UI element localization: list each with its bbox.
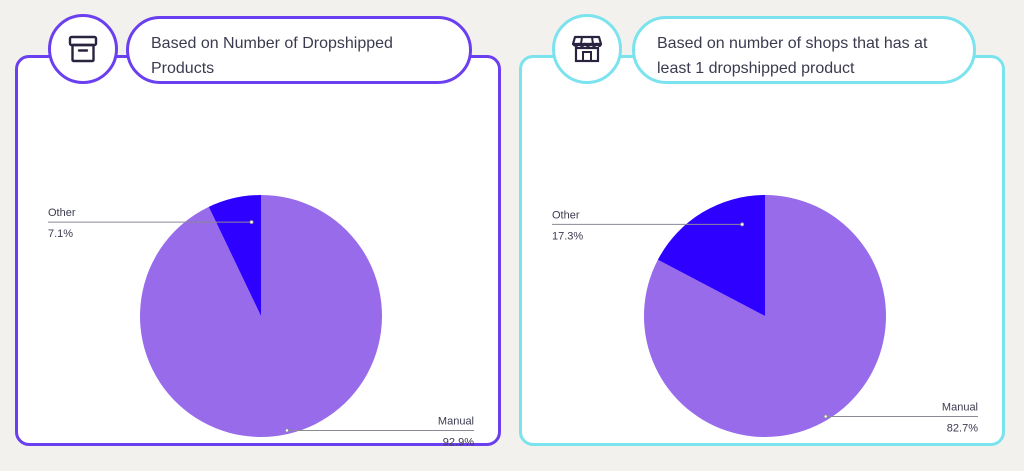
archive-box-icon bbox=[48, 14, 118, 84]
slice-value-manual: 82.7% bbox=[947, 422, 978, 434]
callout-dot-other bbox=[740, 222, 745, 227]
right-chart-title: Based on number of shops that has at lea… bbox=[632, 16, 976, 84]
right-pie-chart: Manual 82.7% Other 17.3% bbox=[552, 195, 978, 437]
left-chart-panel: Manual 92.9% Other 7.1% bbox=[15, 55, 501, 448]
pie-slice-manual bbox=[139, 195, 383, 438]
slice-value-other: 17.3% bbox=[552, 230, 583, 242]
callout-dot-other bbox=[249, 220, 254, 225]
callout-dot-manual bbox=[284, 428, 289, 433]
pie-slice-other bbox=[657, 195, 765, 316]
archive-box-glyph bbox=[68, 35, 98, 63]
slice-label-manual: Manual bbox=[438, 415, 474, 427]
slice-label-other: Other bbox=[48, 207, 76, 219]
pie-slice-other bbox=[208, 195, 261, 316]
callout-dot-manual bbox=[823, 414, 828, 419]
storefront-glyph bbox=[571, 35, 603, 63]
slice-label-other: Other bbox=[552, 209, 580, 221]
storefront-icon bbox=[552, 14, 622, 84]
left-pie-chart: Manual 92.9% Other 7.1% bbox=[48, 195, 474, 448]
slice-value-manual: 92.9% bbox=[443, 436, 474, 448]
slice-value-other: 7.1% bbox=[48, 228, 73, 240]
left-chart-title: Based on Number of Dropshipped Products bbox=[126, 16, 472, 84]
right-chart-panel: Manual 82.7% Other 17.3% bbox=[519, 55, 1005, 446]
slice-label-manual: Manual bbox=[942, 401, 978, 413]
